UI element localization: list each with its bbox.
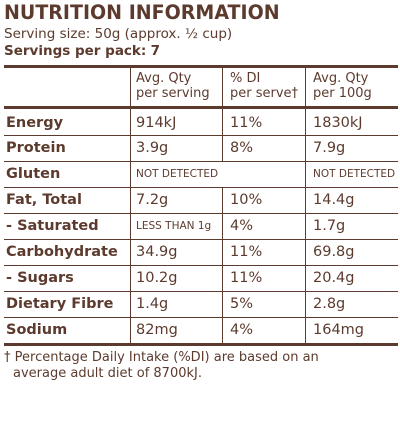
column-divider — [130, 318, 131, 343]
panel-title: NUTRITION INFORMATION — [4, 1, 280, 25]
column-divider — [130, 266, 131, 291]
column-divider — [222, 68, 223, 106]
nutrient-name: Protein — [6, 140, 66, 156]
value-per-serving: 914kJ — [136, 115, 177, 131]
column-divider — [130, 214, 131, 239]
table-row: Fat, Total 7.2g 10% 14.4g — [4, 187, 398, 213]
table-row: Energy 914kJ 11% 1830kJ — [4, 106, 398, 135]
column-divider — [305, 109, 306, 135]
table-header: Avg. Qty per serving % DI per serve† Avg… — [4, 68, 398, 106]
header-per-100g-line1: Avg. Qty — [313, 71, 369, 86]
column-divider — [130, 240, 131, 265]
footnote-line-2: average adult diet of 8700kJ. — [13, 366, 202, 381]
value-per-serving: 3.9g — [136, 140, 169, 156]
table-row: Sodium 82mg 4% 164mg — [4, 317, 398, 346]
serving-size-value: 50g (approx. ½ cup) — [94, 26, 233, 42]
nutrient-name: - Saturated — [6, 218, 99, 234]
column-divider — [222, 266, 223, 291]
value-di: 8% — [230, 140, 254, 156]
column-divider — [305, 136, 306, 161]
column-divider — [305, 188, 306, 213]
header-per-serving: Avg. Qty per serving — [136, 71, 210, 101]
header-di-line2: per serve† — [230, 86, 299, 101]
top-rule — [4, 65, 398, 68]
column-divider — [305, 214, 306, 239]
column-divider — [130, 136, 131, 161]
footnote-line-1: † Percentage Daily Intake (%DI) are base… — [4, 350, 319, 365]
table-row: Carbohydrate 34.9g 11% 69.8g — [4, 239, 398, 265]
value-per-100g: 1.7g — [313, 218, 346, 234]
table-body: Energy 914kJ 11% 1830kJ Protein 3.9g 8% … — [4, 106, 398, 346]
table-row: Protein 3.9g 8% 7.9g — [4, 135, 398, 161]
column-divider — [130, 68, 131, 106]
column-divider — [305, 318, 306, 343]
column-divider — [222, 318, 223, 343]
column-divider — [130, 292, 131, 317]
nutrient-name: - Sugars — [6, 270, 74, 286]
value-di: 11% — [230, 270, 263, 286]
header-di-line1: % DI — [230, 71, 261, 86]
column-divider — [305, 292, 306, 317]
column-divider — [222, 240, 223, 265]
header-per-100g-line2: per 100g — [313, 86, 372, 101]
column-divider — [222, 292, 223, 317]
table-row: Gluten NOT DETECTED NOT DETECTED — [4, 161, 398, 187]
value-per-100g: 7.9g — [313, 140, 346, 156]
serving-size-label: Serving size: — [4, 26, 91, 42]
column-divider — [222, 214, 223, 239]
nutrition-panel: NUTRITION INFORMATION Serving size: 50g … — [4, 0, 398, 382]
column-divider — [222, 136, 223, 161]
value-per-100g: 1830kJ — [313, 115, 363, 131]
servings-per-pack-value: 7 — [150, 43, 161, 59]
value-di: 11% — [230, 244, 263, 260]
value-per-serving: LESS THAN 1g — [136, 220, 212, 232]
value-di: 4% — [230, 218, 254, 234]
column-divider — [222, 109, 223, 135]
column-divider — [305, 266, 306, 291]
table-row: - Sugars 10.2g 11% 20.4g — [4, 265, 398, 291]
servings-per-pack-label: Servings per pack: — [4, 43, 147, 59]
footnote: † Percentage Daily Intake (%DI) are base… — [4, 350, 334, 382]
column-divider — [305, 240, 306, 265]
serving-size: Serving size: 50g (approx. ½ cup) — [4, 26, 398, 43]
column-divider — [130, 162, 131, 187]
nutrient-name: Carbohydrate — [6, 244, 118, 260]
value-di: 10% — [230, 192, 263, 208]
value-per-serving: 34.9g — [136, 244, 178, 260]
value-per-serving: 10.2g — [136, 270, 178, 286]
column-divider — [130, 109, 131, 135]
value-per-serving: 82mg — [136, 322, 178, 338]
value-per-100g: 69.8g — [313, 244, 355, 260]
value-per-serving: 1.4g — [136, 296, 169, 312]
table-row: - Saturated LESS THAN 1g 4% 1.7g — [4, 213, 398, 239]
column-divider — [222, 188, 223, 213]
column-divider — [305, 68, 306, 106]
value-per-100g: 20.4g — [313, 270, 355, 286]
value-di: 5% — [230, 296, 254, 312]
nutrient-name: Sodium — [6, 322, 68, 338]
nutrient-name: Gluten — [6, 166, 61, 182]
value-di: 11% — [230, 115, 263, 131]
header-per-serving-line2: per serving — [136, 86, 210, 101]
value-per-100g: 2.8g — [313, 296, 346, 312]
value-per-serving: NOT DETECTED — [136, 168, 219, 180]
header-per-100g: Avg. Qty per 100g — [313, 71, 372, 101]
column-divider — [130, 188, 131, 213]
header-per-serving-line1: Avg. Qty — [136, 71, 192, 86]
value-per-100g: 164mg — [313, 322, 365, 338]
table-row: Dietary Fibre 1.4g 5% 2.8g — [4, 291, 398, 317]
nutrient-name: Dietary Fibre — [6, 296, 114, 312]
value-per-serving: 7.2g — [136, 192, 169, 208]
value-per-100g: NOT DETECTED — [313, 168, 396, 180]
servings-per-pack: Servings per pack: 7 — [4, 43, 398, 60]
value-per-100g: 14.4g — [313, 192, 355, 208]
column-divider — [305, 162, 306, 187]
header-di: % DI per serve† — [230, 71, 298, 101]
nutrient-name: Fat, Total — [6, 192, 82, 208]
value-di: 4% — [230, 322, 254, 338]
nutrient-name: Energy — [6, 115, 64, 131]
